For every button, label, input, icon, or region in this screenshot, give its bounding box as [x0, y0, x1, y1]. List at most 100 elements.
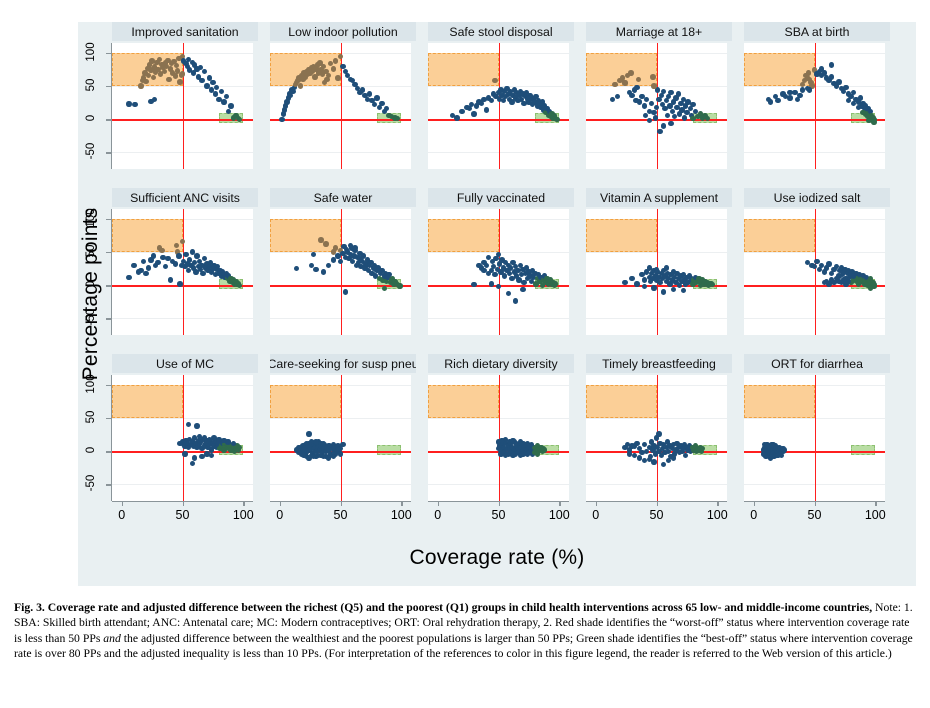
data-point: [528, 441, 534, 448]
data-point: [173, 242, 180, 249]
data-point: [845, 267, 852, 274]
data-point: [646, 265, 652, 271]
x-tick: [121, 501, 124, 506]
data-point: [644, 96, 650, 103]
data-point: [636, 455, 643, 461]
data-point: [658, 92, 665, 99]
data-point: [340, 250, 346, 257]
reference-line-x50: [498, 375, 501, 501]
data-point: [809, 83, 815, 89]
data-point: [768, 99, 774, 105]
x-tick: [437, 501, 440, 506]
data-point: [520, 286, 526, 292]
data-point: [298, 451, 305, 457]
data-point: [335, 75, 341, 81]
x-tick-label: 0: [750, 508, 758, 522]
data-point: [614, 94, 621, 100]
data-point: [388, 113, 395, 120]
data-point: [860, 273, 866, 279]
data-point: [633, 97, 639, 104]
plot-area: [112, 209, 253, 335]
data-point: [150, 74, 157, 81]
panel-grid: Improved sanitation -50 0 50 100 Low indoor p…: [85, 22, 912, 542]
data-point: [828, 277, 835, 283]
data-point: [492, 78, 498, 84]
data-point: [865, 113, 871, 120]
data-point: [675, 91, 682, 97]
data-point: [490, 263, 497, 270]
data-point: [325, 262, 332, 269]
data-point: [330, 249, 336, 255]
plot-area: [112, 375, 253, 501]
data-point: [211, 435, 217, 441]
data-point: [146, 62, 153, 68]
reference-line-x50: [814, 375, 817, 501]
data-point: [143, 270, 149, 277]
data-point: [821, 279, 827, 286]
data-point: [646, 108, 652, 114]
data-point: [199, 262, 205, 269]
data-point: [650, 447, 656, 453]
data-point: [504, 86, 510, 92]
panel-sufficient-anc-visits: Sufficient ANC visits -50 0 50 100: [85, 188, 258, 336]
data-point: [665, 94, 672, 100]
y-tick-label: 50: [85, 244, 97, 258]
data-point: [514, 440, 520, 446]
data-point: [218, 88, 225, 95]
data-point: [523, 90, 530, 96]
data-point: [309, 68, 316, 74]
data-point: [644, 269, 650, 275]
data-point: [193, 440, 199, 446]
data-point: [840, 88, 847, 95]
data-point: [206, 263, 212, 270]
data-point: [659, 445, 666, 452]
panel-title: Vitamin A supplement: [586, 188, 732, 207]
data-point: [161, 68, 167, 75]
plot-area: [270, 43, 411, 169]
data-point: [212, 271, 218, 278]
data-point: [682, 452, 689, 458]
data-point: [301, 447, 307, 453]
data-point: [517, 439, 524, 445]
data-point: [382, 270, 389, 277]
data-point: [208, 447, 215, 453]
data-point: [668, 90, 674, 96]
data-point: [635, 76, 641, 83]
data-point: [647, 278, 654, 284]
data-point: [814, 71, 820, 77]
data-point: [199, 445, 205, 452]
data-point: [193, 269, 199, 275]
data-point: [347, 252, 353, 258]
data-point: [690, 101, 696, 108]
data-point: [330, 444, 336, 450]
data-point: [518, 271, 525, 278]
data-point: [340, 63, 346, 69]
data-point: [680, 445, 686, 452]
data-point: [506, 439, 513, 445]
y-tick-label: 0: [85, 281, 97, 288]
x-tick: [717, 501, 719, 506]
data-point: [531, 274, 537, 280]
data-point: [690, 115, 696, 122]
panel-title: Improved sanitation: [112, 22, 258, 41]
caption-rest-1: Note: 1. SBA: Skilled birth attendant; A…: [14, 601, 913, 645]
x-tick-label: 100: [232, 508, 254, 522]
data-point: [359, 258, 366, 265]
data-point: [695, 113, 701, 120]
data-point: [670, 441, 677, 448]
data-point: [646, 444, 652, 450]
data-point: [539, 99, 545, 105]
data-point: [831, 279, 837, 286]
data-point: [636, 99, 643, 105]
data-point: [681, 277, 688, 283]
data-point: [674, 440, 680, 446]
data-point: [670, 269, 677, 275]
x-tick: [875, 501, 877, 506]
data-point: [685, 99, 691, 105]
worst-off-zone: [586, 218, 657, 253]
data-point: [228, 447, 234, 453]
y-tick-label: 50: [85, 410, 97, 424]
data-point: [838, 265, 844, 271]
reference-line-x50: [182, 209, 185, 335]
panel-title: Low indoor pollution: [270, 22, 416, 41]
